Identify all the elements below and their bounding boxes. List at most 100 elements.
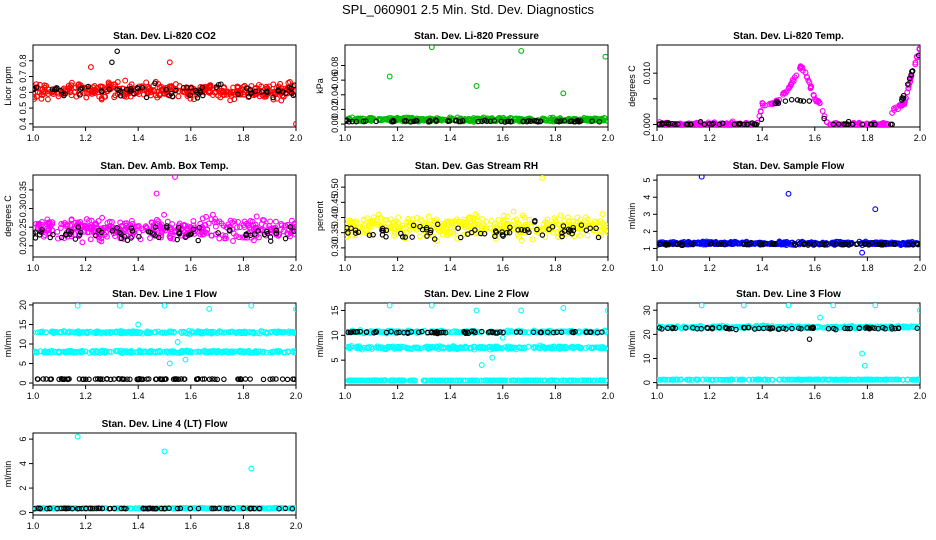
- data-point: [518, 226, 525, 233]
- x-tick-label: 1.2: [79, 133, 92, 143]
- data-point: [148, 89, 154, 96]
- data-point: [370, 232, 376, 238]
- data-point: [431, 236, 438, 242]
- data-point: [204, 226, 211, 233]
- plot-frame: [32, 302, 297, 386]
- data-point: [401, 118, 408, 124]
- x-tick-label: 1.2: [703, 391, 716, 401]
- data-point: [65, 228, 72, 234]
- data-point: [472, 221, 478, 228]
- data-point: [219, 232, 226, 239]
- data-point: [360, 217, 367, 224]
- data-point: [260, 348, 267, 355]
- data-point: [750, 240, 757, 247]
- y-tick-label: 0.7: [18, 70, 28, 83]
- y-tick-label: 0.04: [330, 86, 340, 104]
- data-point: [163, 86, 169, 93]
- outlier-point: [172, 175, 178, 180]
- data-point: [425, 329, 431, 336]
- data-point: [744, 121, 750, 127]
- series-black: [657, 324, 920, 342]
- data-point: [58, 234, 65, 241]
- outlier-point: [428, 45, 435, 51]
- data-point: [555, 344, 562, 351]
- plot-frame: [656, 302, 921, 386]
- plot-frame: [32, 432, 297, 516]
- outlier-point: [174, 339, 181, 345]
- data-point: [718, 121, 725, 127]
- data-point: [657, 241, 663, 248]
- data-point: [896, 102, 903, 109]
- data-point: [289, 90, 295, 97]
- data-point: [830, 121, 837, 127]
- data-point: [443, 228, 450, 235]
- series-cyan: [33, 339, 296, 367]
- series-cyan: [33, 303, 296, 337]
- x-tick-label: 1.0: [651, 263, 664, 273]
- data-point: [550, 118, 557, 125]
- data-point: [872, 121, 878, 127]
- series-black: [345, 117, 603, 125]
- series-black: [34, 375, 296, 383]
- data-point: [465, 377, 471, 384]
- data-point: [532, 217, 538, 224]
- y-tick-label: 0.25: [18, 218, 28, 236]
- data-point: [128, 86, 134, 92]
- x-tick-label: 1.6: [185, 391, 198, 401]
- data-point: [116, 87, 122, 94]
- data-point: [99, 347, 106, 354]
- data-point: [43, 376, 49, 382]
- data-point: [526, 216, 533, 223]
- panel-title: Stan. Dev. Sample Flow: [733, 161, 845, 172]
- data-point: [34, 376, 41, 382]
- data-point: [80, 329, 87, 336]
- data-point: [866, 325, 873, 332]
- data-point: [446, 345, 453, 352]
- outlier-point: [861, 362, 868, 369]
- data-point: [657, 325, 663, 331]
- data-point: [68, 217, 75, 224]
- data-point: [345, 218, 349, 225]
- data-point: [234, 224, 240, 231]
- data-point: [794, 97, 801, 103]
- data-point: [557, 212, 564, 219]
- data-point: [128, 217, 135, 224]
- data-point: [539, 232, 546, 238]
- data-point: [39, 328, 46, 335]
- data-point: [48, 349, 55, 356]
- data-point: [475, 118, 481, 125]
- data-point: [58, 88, 64, 94]
- data-point: [521, 227, 528, 234]
- data-point: [904, 376, 911, 383]
- data-point: [381, 377, 388, 384]
- outlier-point: [872, 303, 879, 309]
- data-point: [603, 222, 608, 229]
- data-point: [213, 84, 219, 91]
- data-point: [587, 222, 594, 229]
- data-point: [409, 234, 415, 240]
- data-point: [270, 94, 276, 101]
- panel-3: Stan. Dev. Li-820 Temp.1.0 1.2 1.4 1.6 1.8 2.…: [627, 31, 926, 143]
- outlier-point: [135, 321, 142, 328]
- data-point: [530, 329, 537, 335]
- outlier-point: [830, 303, 837, 309]
- data-point: [33, 230, 36, 237]
- data-point: [594, 329, 601, 336]
- data-point: [404, 329, 411, 336]
- outlier-point: [917, 307, 920, 314]
- outlier-point: [161, 303, 168, 309]
- data-point: [602, 328, 608, 335]
- data-point: [136, 91, 143, 98]
- x-tick-label: 2.0: [602, 391, 615, 401]
- data-point: [252, 224, 259, 231]
- data-point: [566, 377, 572, 384]
- data-point: [558, 345, 565, 351]
- data-point: [531, 118, 537, 124]
- data-point: [278, 221, 285, 227]
- data-point: [109, 329, 116, 336]
- outlier-point: [859, 249, 866, 256]
- outlier-point: [518, 307, 525, 314]
- y-tick-label: 0.6: [18, 86, 28, 99]
- data-point: [890, 376, 896, 383]
